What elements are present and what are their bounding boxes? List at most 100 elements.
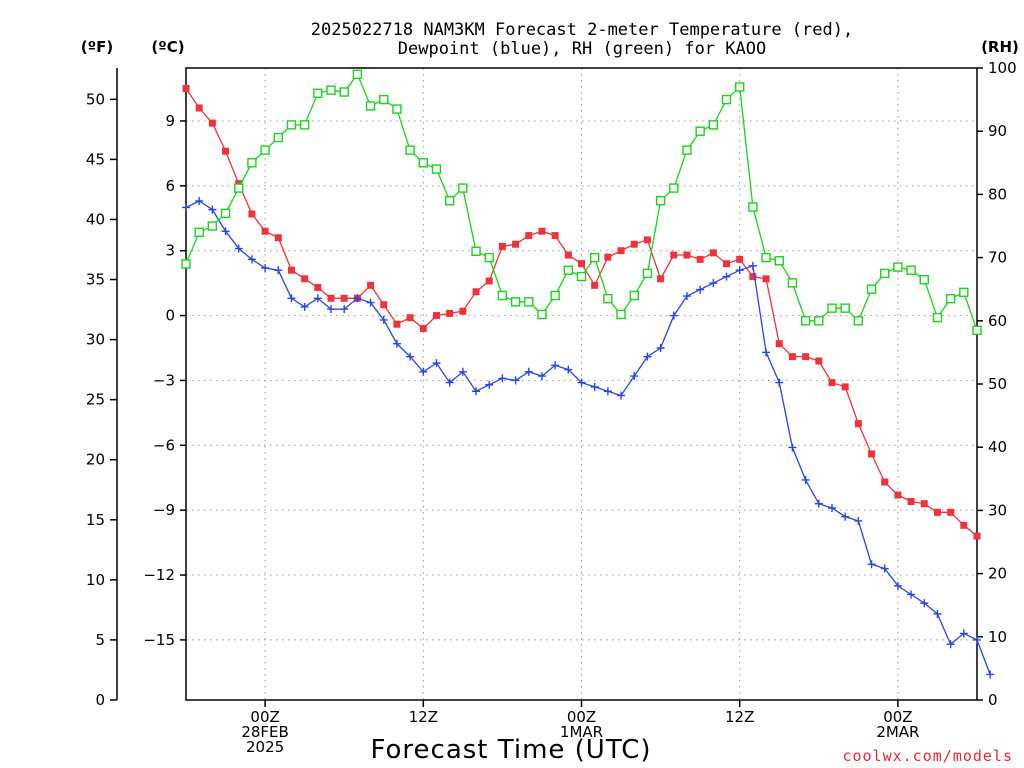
rh-tick-label: 60 [988, 312, 1007, 330]
celsius-unit-label: (ºC) [151, 38, 184, 56]
dewpoint-point [854, 516, 863, 525]
rh-point [286, 120, 297, 130]
temperature-point [393, 320, 401, 328]
temperature-point [696, 255, 704, 263]
dewpoint-point [485, 380, 494, 389]
rh-series [181, 69, 982, 335]
fahrenheit-tick-label: 40 [86, 210, 105, 228]
temperature-point [920, 500, 928, 508]
celsius-tick-label: 6 [165, 177, 175, 195]
temperature-point [222, 147, 230, 155]
dewpoint-point [630, 372, 639, 381]
rh-tick-label: 30 [988, 501, 1007, 519]
dewpoint-point [392, 339, 401, 348]
rh-point [682, 145, 692, 155]
celsius-tick-label: 9 [165, 112, 175, 130]
dewpoint-point [762, 348, 771, 357]
dewpoint-point [722, 272, 731, 281]
temperature-point [182, 85, 190, 93]
temperature-point [498, 242, 506, 250]
rh-point [510, 297, 521, 307]
rh-point [774, 256, 784, 266]
temperature-point [301, 275, 309, 283]
dewpoint-point [261, 264, 270, 272]
temperature-point [630, 240, 638, 248]
rh-point [247, 158, 257, 168]
rh-tick-label: 80 [988, 185, 1007, 203]
fahrenheit-tick-label: 5 [95, 631, 105, 649]
x-tick-label: 2MAR [876, 723, 919, 741]
rh-point [326, 85, 336, 95]
fahrenheit-tick-label: 20 [86, 451, 105, 469]
temperature-point [327, 294, 335, 302]
dewpoint-point [893, 581, 902, 590]
temperature-point [670, 251, 678, 259]
rh-point [655, 196, 666, 206]
dewpoint-point [182, 203, 190, 212]
temperature-point [314, 283, 322, 291]
rh-point [853, 316, 864, 326]
temperature-point [788, 353, 796, 361]
dewpoint-point [458, 367, 467, 376]
rh-unit-label: (RH) [981, 38, 1019, 56]
dewpoint-point [814, 499, 823, 508]
rh-point [629, 290, 639, 301]
temperature-point [907, 498, 915, 506]
temperature-point [419, 325, 427, 333]
rh-point [840, 303, 850, 313]
dewpoint-point [327, 305, 336, 314]
rh-point [418, 158, 428, 168]
rh-point [458, 183, 468, 193]
temperature-point [340, 294, 348, 302]
rh-point [550, 290, 560, 301]
dewpoint-point [524, 367, 533, 376]
dewpoint-point [379, 315, 388, 324]
rh-tick-label: 100 [988, 59, 1017, 77]
temperature-point [406, 314, 414, 322]
temperature-point [933, 508, 941, 516]
temperature-point [195, 104, 203, 112]
temperature-point [881, 478, 889, 486]
dewpoint-point [669, 311, 678, 320]
rh-point [695, 126, 705, 136]
temperature-point [485, 277, 493, 285]
celsius-tick-label: −9 [153, 501, 175, 519]
temperature-point [709, 249, 717, 257]
chart-title-line-2: Dewpoint (blue), RH (green) for KAOO [398, 39, 766, 59]
rh-tick-label: 0 [988, 691, 998, 709]
fahrenheit-tick-label: 0 [95, 691, 105, 709]
dewpoint-point [907, 590, 916, 599]
temperature-point [643, 236, 651, 244]
fahrenheit-tick-label: 10 [86, 571, 105, 589]
rh-point [787, 278, 798, 288]
dewpoint-point [247, 255, 256, 264]
fahrenheit-tick-label: 15 [86, 511, 105, 529]
temperature-point [446, 309, 454, 317]
temperature-point [894, 491, 902, 499]
temperature-point [578, 260, 585, 268]
rh-point [260, 145, 270, 155]
dewpoint-point [221, 227, 230, 236]
x-tick-label: 00Z [250, 708, 279, 726]
dewpoint-point [577, 378, 586, 387]
dewpoint-point [537, 372, 546, 381]
temperature-point [208, 119, 216, 127]
rh-point [234, 183, 244, 193]
rh-tick-label: 10 [988, 628, 1007, 646]
dewpoint-point [801, 475, 810, 484]
temperature-point [551, 232, 559, 240]
rh-point [761, 252, 771, 263]
fahrenheit-tick-label: 45 [86, 150, 105, 168]
fahrenheit-tick-label: 35 [86, 271, 105, 289]
temperature-point [841, 383, 849, 391]
rh-point [313, 88, 323, 98]
rh-point [827, 303, 837, 313]
temperature-point [604, 253, 612, 261]
temperature-point [367, 281, 375, 289]
dewpoint-point [709, 279, 718, 288]
dewpoint-point [920, 599, 929, 608]
dewpoint-point [498, 374, 507, 383]
fahrenheit-tick-label: 25 [86, 391, 105, 409]
rh-point [708, 120, 719, 130]
rh-point [669, 183, 679, 193]
